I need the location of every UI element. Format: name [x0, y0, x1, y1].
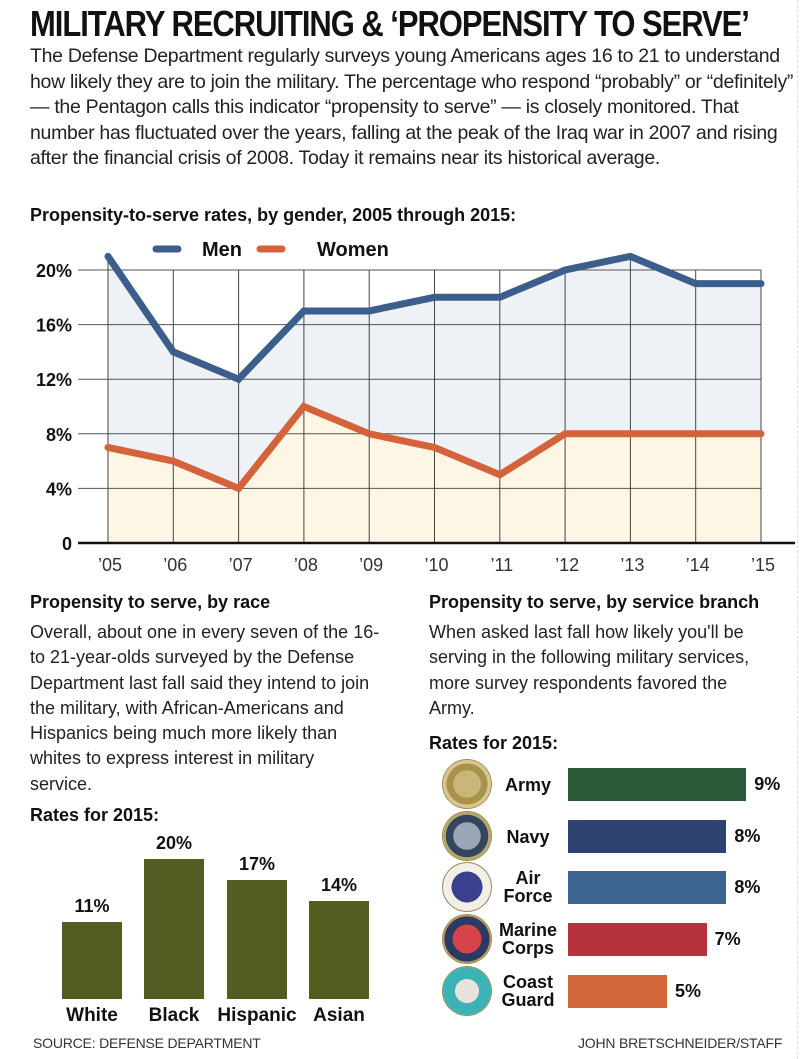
race-category-label: Asian — [313, 1005, 365, 1026]
race-section-heading: Propensity to serve, by race — [30, 592, 271, 612]
branch-label-line: Air — [515, 868, 541, 888]
branch-section-body: When asked last fall how likely you'll b… — [429, 622, 750, 718]
branch-bar — [568, 768, 747, 801]
x-tick-label: ’06 — [163, 555, 187, 575]
branch-category-label: Coast Guard — [488, 973, 568, 1009]
marine-corps-seal-icon — [443, 915, 491, 963]
branch-bar — [568, 975, 667, 1008]
x-tick-label: ’09 — [359, 555, 383, 575]
legend-men-label: Men — [202, 239, 242, 261]
coast-guard-seal-icon — [443, 967, 491, 1015]
x-tick-label: ’13 — [620, 555, 644, 575]
x-tick-label: ’10 — [424, 555, 448, 575]
branch-bar — [568, 923, 707, 956]
branch-label-line: Marine — [498, 920, 558, 940]
branch-label-line: Corps — [501, 938, 554, 958]
x-tick-label: ’08 — [294, 555, 318, 575]
source-credit: SOURCE: DEFENSE DEPARTMENT — [33, 1035, 261, 1051]
branch-label-line: Navy — [506, 827, 550, 847]
branch-category-label: Air Force — [488, 869, 568, 905]
branch-value-label: 5% — [675, 981, 702, 1001]
race-value-label: 20% — [156, 833, 192, 853]
legend-women-label: Women — [317, 239, 389, 261]
navy-seal-icon — [443, 812, 491, 860]
race-bar-chart: 11% White 20% Black 17% Hispanic 14% Asian — [62, 833, 369, 1026]
race-section-body: Overall, about one in every seven of the… — [30, 622, 380, 794]
y-tick-label: 4% — [46, 479, 72, 499]
race-rates-heading: Rates for 2015: — [30, 805, 160, 825]
y-tick-label: 16% — [36, 316, 72, 336]
branch-value-label: 7% — [714, 929, 741, 949]
branch-value-label: 8% — [734, 877, 761, 897]
branch-value-label: 9% — [754, 774, 781, 794]
branch-rates-heading: Rates for 2015: — [429, 733, 559, 753]
y-tick-label: 8% — [46, 425, 72, 445]
x-tick-label: ’11 — [490, 555, 513, 575]
x-tick-label: ’14 — [686, 555, 710, 575]
branch-category-label: Marine Corps — [488, 921, 568, 957]
race-value-label: 11% — [74, 896, 109, 916]
page-edge — [797, 0, 798, 1059]
race-bar — [227, 880, 287, 999]
x-tick-label: ’12 — [555, 555, 579, 575]
race-value-label: 14% — [321, 875, 357, 895]
branch-bar — [568, 820, 727, 853]
race-value-label: 17% — [239, 854, 275, 874]
intro-paragraph: The Defense Department regularly surveys… — [30, 45, 794, 169]
gender-line-chart: 0 4% 8% 12% 16% 20% ’05 ’06 ’07 ’08 ’09 ’10 ’11 ’12 ’1… — [36, 239, 795, 575]
branch-category-label: Navy — [488, 828, 568, 846]
y-tick-label: 0 — [62, 534, 72, 554]
y-tick-label: 20% — [36, 261, 72, 281]
branch-label-line: Coast — [502, 972, 553, 992]
race-bar — [62, 922, 122, 999]
x-tick-label: ’05 — [98, 555, 122, 575]
branch-bar — [568, 871, 727, 904]
race-bar — [144, 859, 204, 999]
race-category-label: Black — [149, 1005, 200, 1026]
race-bar — [309, 901, 369, 999]
branch-value-label: 8% — [734, 826, 761, 846]
race-category-label: White — [66, 1005, 118, 1026]
line-chart-title: Propensity-to-serve rates, by gender, 20… — [30, 205, 517, 225]
branch-label-line: Guard — [501, 990, 555, 1010]
branch-label-line: Force — [503, 886, 553, 906]
branch-category-label: Army — [488, 776, 568, 794]
staff-credit: JOHN BRETSCHNEIDER/STAFF — [578, 1035, 783, 1051]
page-title: MILITARY RECRUITING & ‘PROPENSITY TO SER… — [30, 3, 750, 44]
branch-section-heading: Propensity to serve, by service branch — [429, 592, 760, 612]
x-tick-label: ’07 — [229, 555, 253, 575]
race-category-label: Hispanic — [217, 1005, 297, 1026]
air-force-seal-icon — [443, 863, 491, 911]
branch-label-line: Army — [504, 775, 552, 795]
x-tick-label: ’15 — [751, 555, 775, 575]
army-seal-icon — [443, 760, 491, 808]
y-tick-label: 12% — [36, 370, 72, 390]
